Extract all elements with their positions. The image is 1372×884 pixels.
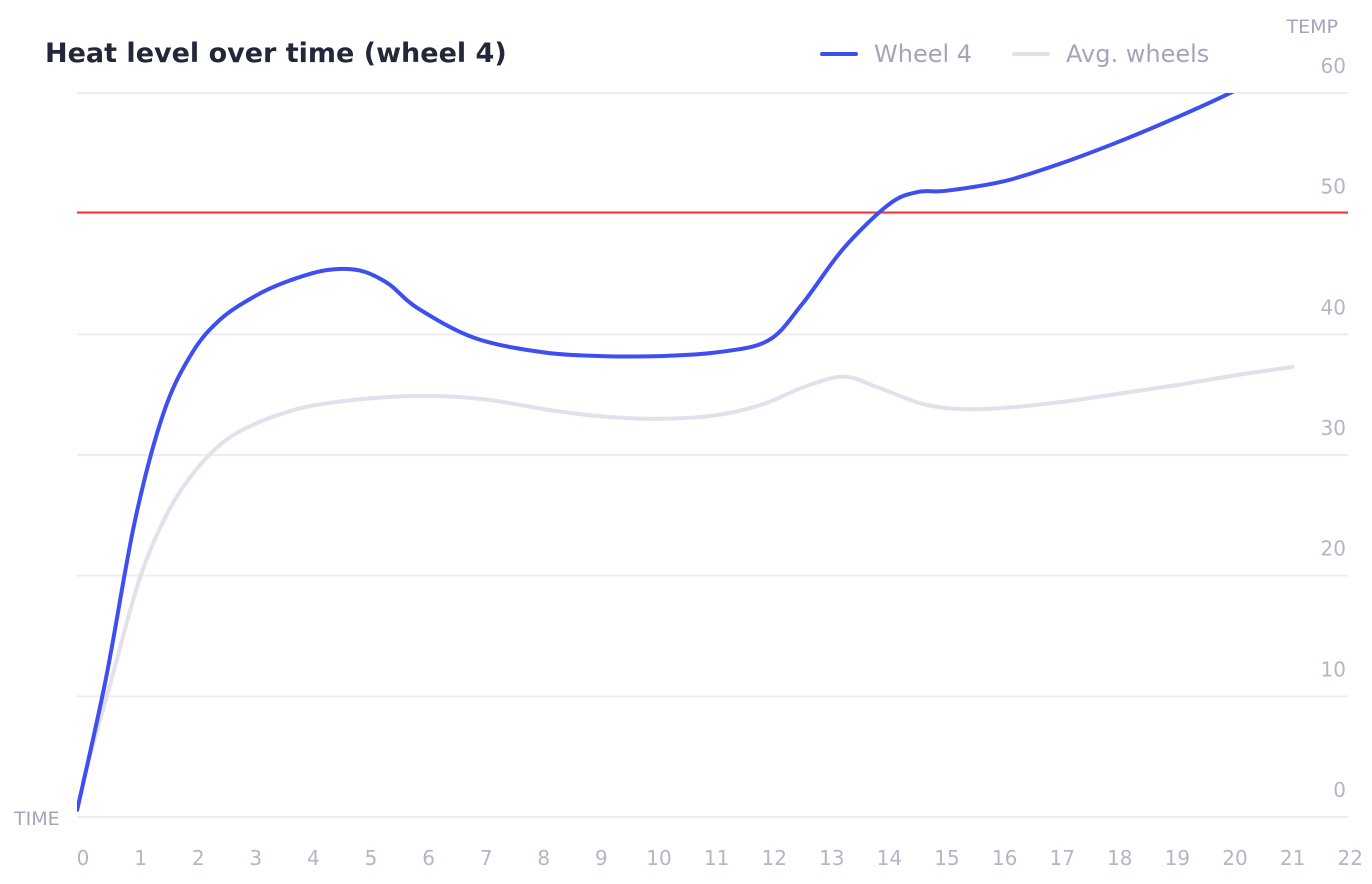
legend-label-avg-wheels: Avg. wheels [1066, 40, 1210, 68]
x-tick-label-3: 3 [249, 846, 262, 870]
x-axis-ticks: 0 1 2 3 4 5 6 7 8 9 10 11 12 13 14 15 16 17 18 19 20 21 22 [77, 846, 1363, 870]
x-tick-label-16: 16 [992, 846, 1017, 870]
x-tick-label-10: 10 [646, 846, 671, 870]
y-tick-label-10: 10 [1321, 657, 1346, 681]
legend-item-wheel-4[interactable]: Wheel 4 [820, 40, 972, 68]
x-tick-label-19: 19 [1165, 846, 1190, 870]
y-tick-label-30: 30 [1321, 416, 1346, 440]
x-tick-label-12: 12 [761, 846, 786, 870]
grid-lines [77, 92, 1348, 818]
y-axis-title: TEMP [1286, 16, 1338, 38]
x-axis-title: TIME [13, 808, 60, 830]
x-tick-label-7: 7 [480, 846, 493, 870]
legend-label-wheel-4: Wheel 4 [874, 40, 973, 68]
x-tick-label-15: 15 [934, 846, 959, 870]
x-tick-label-6: 6 [422, 846, 435, 870]
series-lines [77, 93, 1295, 812]
x-tick-label-22: 22 [1337, 846, 1362, 870]
x-tick-label-4: 4 [307, 846, 320, 870]
chart-legend: Wheel 4 Avg. wheels [820, 40, 1209, 68]
x-tick-label-8: 8 [537, 846, 550, 870]
x-tick-label-17: 17 [1049, 846, 1074, 870]
x-tick-label-14: 14 [877, 846, 902, 870]
x-tick-label-18: 18 [1107, 846, 1132, 870]
x-tick-label-0: 0 [77, 846, 90, 870]
y-tick-label-0: 0 [1333, 778, 1346, 802]
series-line-avg-wheels [81, 364, 1295, 783]
x-tick-label-9: 9 [595, 846, 608, 870]
x-tick-label-11: 11 [704, 846, 729, 870]
x-tick-label-5: 5 [365, 846, 378, 870]
x-tick-label-1: 1 [134, 846, 147, 870]
y-axis-ticks: 0 10 20 30 40 50 60 [1321, 54, 1346, 802]
legend-swatch-wheel-4 [820, 52, 858, 56]
y-tick-label-60: 60 [1321, 54, 1346, 78]
y-tick-label-50: 50 [1321, 175, 1346, 199]
legend-item-avg-wheels[interactable]: Avg. wheels [1012, 40, 1209, 68]
y-tick-label-20: 20 [1321, 537, 1346, 561]
legend-swatch-avg-wheels [1012, 52, 1051, 56]
chart-title: Heat level over time (wheel 4) [45, 38, 507, 69]
y-tick-label-40: 40 [1321, 295, 1346, 319]
x-tick-label-13: 13 [819, 846, 844, 870]
x-tick-label-2: 2 [192, 846, 205, 870]
x-tick-label-21: 21 [1280, 846, 1305, 870]
series-line-wheel-4 [77, 93, 1235, 812]
x-tick-label-20: 20 [1222, 846, 1247, 870]
